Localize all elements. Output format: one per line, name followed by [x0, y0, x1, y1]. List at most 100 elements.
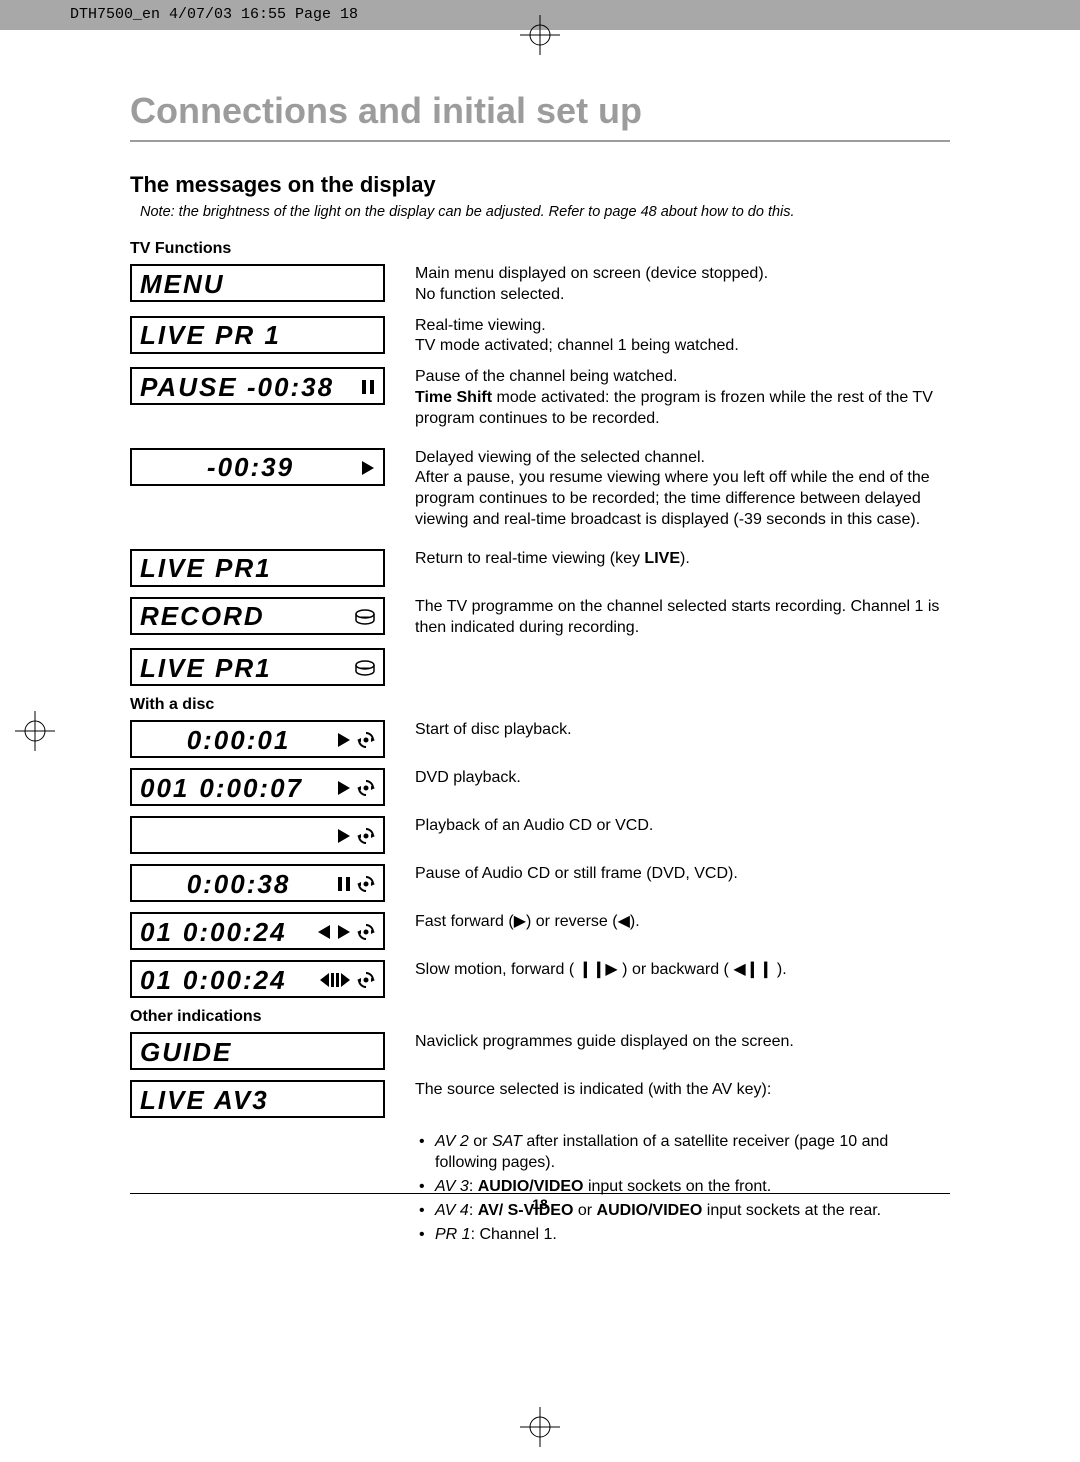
disc-icon	[355, 660, 375, 676]
display-time: 0:00:24	[183, 917, 317, 948]
table-row: MENU Main menu displayed on screen (devic…	[130, 264, 950, 306]
table-row: Playback of an Audio CD or VCD.	[130, 816, 950, 854]
display-box: RECORD	[130, 597, 385, 635]
row-description: The source selected is indicated (with t…	[385, 1080, 950, 1101]
table-row: 0:00:01Start of disc playback.	[130, 720, 950, 758]
rev-icon	[317, 924, 331, 940]
table-row: 0:00:38 Pause of Audio CD or still frame …	[130, 864, 950, 902]
display-box: LIVE PR 1	[130, 316, 385, 354]
pause-icon	[337, 876, 351, 892]
display-box: 01 0:00:24	[130, 960, 385, 998]
display-box: GUIDE	[130, 1032, 385, 1070]
play-icon	[337, 732, 351, 748]
section-subtitle: The messages on the display	[130, 172, 950, 198]
display-time: 0:00:38	[140, 869, 337, 900]
play-icon	[337, 924, 351, 940]
row-description: DVD playback.	[385, 768, 950, 789]
row-description: Pause of the channel being watched.Time …	[385, 367, 950, 429]
row-description: Playback of an Audio CD or VCD.	[385, 816, 950, 837]
play-icon	[361, 460, 375, 476]
table-row: LIVE PR 1 Real-time viewing.TV mode activ…	[130, 316, 950, 358]
display-text: LIVE PR 1	[140, 320, 281, 351]
display-icons	[361, 460, 375, 476]
table-row: 001 0:00:07 DVD playback.	[130, 768, 950, 806]
page-content: Connections and initial set up The messa…	[130, 90, 950, 1258]
spin-icon	[357, 779, 375, 797]
list-item: AV 3: AUDIO/VIDEO input sockets on the f…	[415, 1177, 950, 1198]
display-icons	[361, 379, 375, 395]
display-text: GUIDE	[140, 1037, 232, 1068]
display-box: LIVE PR1	[130, 648, 385, 686]
display-time: 0:00:07	[199, 773, 337, 804]
display-text: LIVE PR1	[140, 653, 272, 684]
row-description: Fast forward (▶) or reverse (◀).	[385, 912, 950, 933]
table-row: -00:39 Delayed viewing of the selected ch…	[130, 448, 950, 531]
tv-functions-label: TV Functions	[130, 240, 950, 258]
row-description: Real-time viewing.TV mode activated; cha…	[385, 316, 950, 358]
table-row: LIVE PR1	[130, 648, 950, 686]
display-time: 0:00:24	[183, 965, 319, 996]
display-text: PAUSE -00:38	[140, 372, 334, 403]
display-box: LIVE PR1	[130, 549, 385, 587]
table-row: GUIDE Naviclick programmes guide displaye…	[130, 1032, 950, 1070]
spin-icon	[357, 827, 375, 845]
tv-functions-rows: MENU Main menu displayed on screen (devic…	[130, 264, 950, 686]
track-number: 01	[140, 965, 173, 996]
source-list: AV 2 or SAT after installation of a sate…	[415, 1132, 950, 1245]
row-description: The TV programme on the channel selected…	[385, 597, 950, 639]
display-icons	[355, 609, 375, 625]
play-icon	[337, 828, 351, 844]
table-row: 01 0:00:24 Slow motion, forward ( ❙❙▶ ) or…	[130, 960, 950, 998]
display-text: LIVE PR1	[140, 553, 272, 584]
display-box: LIVE AV3	[130, 1080, 385, 1118]
table-row: RECORDThe TV programme on the channel se…	[130, 597, 950, 639]
list-item: AV 2 or SAT after installation of a sate…	[415, 1132, 950, 1174]
display-time: 0:00:01	[140, 725, 337, 756]
spin-icon	[357, 971, 375, 989]
display-text: -00:39	[140, 452, 361, 483]
table-row: LIVE AV3 The source selected is indicated…	[130, 1080, 950, 1118]
table-row: PAUSE -00:38 Pause of the channel being w…	[130, 367, 950, 429]
display-icons	[337, 779, 375, 797]
with-disc-label: With a disc	[130, 696, 950, 714]
spin-icon	[357, 875, 375, 893]
other-rows: GUIDE Naviclick programmes guide displaye…	[130, 1032, 950, 1118]
source-list-row: AV 2 or SAT after installation of a sate…	[130, 1128, 950, 1248]
display-box: -00:39	[130, 448, 385, 486]
row-description: Main menu displayed on screen (device st…	[385, 264, 950, 306]
display-box: 0:00:38	[130, 864, 385, 902]
display-box: 0:00:01	[130, 720, 385, 758]
display-box: MENU	[130, 264, 385, 302]
page-title: Connections and initial set up	[130, 90, 950, 142]
table-row: LIVE PR1Return to real-time viewing (key…	[130, 549, 950, 587]
display-text: MENU	[140, 269, 225, 300]
footer-rule	[130, 1193, 950, 1194]
display-box: 001 0:00:07	[130, 768, 385, 806]
display-box	[130, 816, 385, 854]
display-text: LIVE AV3	[140, 1085, 269, 1116]
display-icons	[319, 971, 375, 989]
display-icons	[355, 660, 375, 676]
display-icons	[337, 875, 375, 893]
crop-mark-top	[520, 15, 560, 55]
track-number: 001	[140, 773, 189, 804]
spin-icon	[357, 923, 375, 941]
crop-mark-bottom	[520, 1407, 560, 1447]
table-row: 010:00:24Fast forward (▶) or reverse (◀)…	[130, 912, 950, 950]
row-description: Pause of Audio CD or still frame (DVD, V…	[385, 864, 950, 885]
row-description: Delayed viewing of the selected channel.…	[385, 448, 950, 531]
list-item: AV 4: AV/ S-VIDEO or AUDIO/VIDEO input s…	[415, 1201, 950, 1222]
with-disc-rows: 0:00:01Start of disc playback. 001 0:00:07…	[130, 720, 950, 998]
row-description: Naviclick programmes guide displayed on …	[385, 1032, 950, 1053]
play-icon	[337, 780, 351, 796]
page-number: 18	[532, 1196, 548, 1212]
row-description: Slow motion, forward ( ❙❙▶ ) or backward…	[385, 960, 950, 981]
other-label: Other indications	[130, 1008, 950, 1026]
display-box: 010:00:24	[130, 912, 385, 950]
pause-icon	[361, 379, 375, 395]
crop-mark-left	[15, 711, 55, 751]
spin-icon	[357, 731, 375, 749]
display-box: PAUSE -00:38	[130, 367, 385, 405]
display-icons	[337, 731, 375, 749]
note-text: Note: the brightness of the light on the…	[130, 204, 950, 220]
